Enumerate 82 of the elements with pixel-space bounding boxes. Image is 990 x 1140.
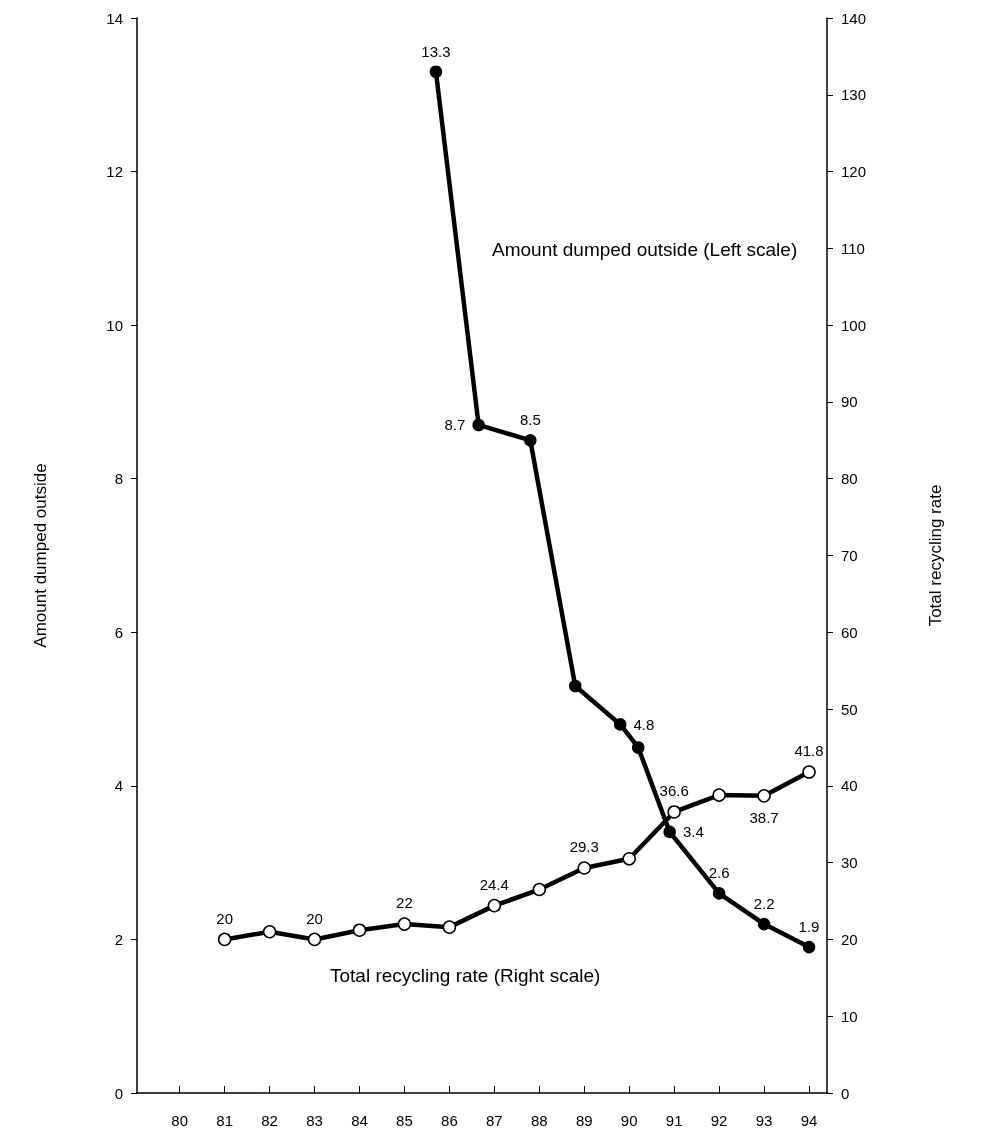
data-label: 41.8 [794,742,824,760]
point [569,679,582,693]
point [487,898,502,913]
point [307,932,322,947]
data-label: 4.8 [633,715,655,733]
y2-tick-label: 140 [841,9,867,27]
series-label: Amount dumped outside (Left scale) [492,238,798,260]
point [757,789,771,803]
data-label: 24.4 [479,875,509,893]
x-tick-label: 89 [575,1112,593,1129]
y2-tick-label: 10 [841,1007,858,1025]
y2-tick-label: 120 [841,163,867,181]
y2-tick-label: 100 [841,316,867,334]
y2-tick-label: 80 [841,470,858,488]
y2-axis-title: Total recycling rate [926,484,945,627]
data-label: 2.2 [753,894,775,912]
x-tick-label: 80 [171,1112,189,1129]
point [524,434,537,447]
point [397,917,412,931]
y2-tick-label: 60 [841,623,858,641]
point [802,940,816,954]
x-tick-label: 90 [620,1112,638,1129]
data-label: 20 [306,909,323,927]
y2-tick-label: 90 [841,393,858,411]
point [577,861,592,875]
point [712,887,726,900]
data-label: 13.3 [421,42,451,60]
x-tick-label: 92 [710,1112,728,1129]
x-tick-label: 93 [755,1112,773,1129]
data-label: 22 [396,894,413,912]
x-tick-label: 88 [530,1112,548,1129]
point [712,788,726,802]
y2-tick-label: 30 [841,854,858,872]
y2-tick-label: 110 [841,239,865,257]
data-label: 38.7 [749,808,779,826]
point [757,917,771,931]
data-label: 1.9 [798,917,820,935]
x-tick-label: 83 [306,1112,323,1129]
point [802,765,816,779]
point [631,741,645,754]
y2-tick-label: 0 [841,1084,850,1102]
x-tick-label: 85 [396,1112,413,1129]
y2-tick-label: 130 [841,86,867,104]
y2-tick-label: 70 [841,547,858,564]
x-tick-label: 94 [800,1112,818,1129]
x-tick-label: 81 [216,1112,233,1129]
series-label: Total recycling rate (Right scale) [330,964,601,986]
point [262,925,277,939]
point [667,805,681,819]
point [429,65,443,78]
y-tick-label: 14 [106,9,123,27]
y-tick-label: 12 [106,163,123,181]
point [352,923,367,937]
data-label: 3.4 [682,823,704,841]
point [663,825,676,839]
y2-tick-label: 50 [841,700,858,718]
y-tick-label: 0 [114,1084,123,1102]
y-tick-label: 6 [114,623,123,641]
point [217,932,232,947]
data-label: 8.5 [519,411,541,429]
data-label: 36.6 [659,782,689,800]
y2-tick-label: 20 [841,930,858,948]
x-tick-label: 82 [261,1112,278,1129]
x-tick-label: 91 [665,1112,683,1129]
data-label: 20 [216,909,233,927]
y-tick-label: 10 [106,316,123,334]
x-tick-label: 84 [351,1112,368,1129]
data-label: 8.7 [444,416,466,434]
y-tick-label: 2 [114,930,123,948]
y-tick-label: 4 [114,777,123,795]
x-tick-label: 87 [486,1112,503,1129]
y2-tick-label: 40 [841,777,858,795]
data-label: 29.3 [569,838,599,856]
point [532,882,547,897]
y-axis-title: Amount dumped outside [31,463,50,648]
y-tick-label: 8 [114,470,123,488]
point [442,920,457,934]
data-label: 2.6 [708,864,730,882]
x-tick-label: 86 [441,1112,458,1129]
point [613,718,627,731]
point [622,852,636,866]
point [472,418,485,432]
